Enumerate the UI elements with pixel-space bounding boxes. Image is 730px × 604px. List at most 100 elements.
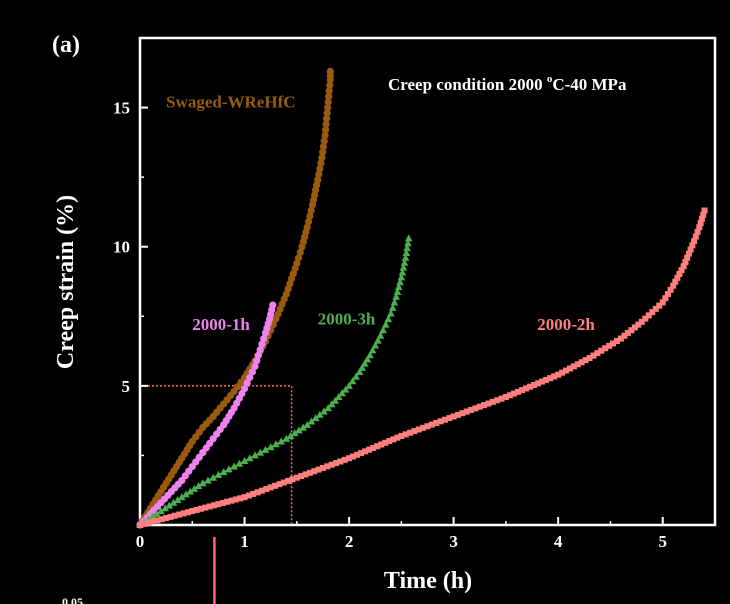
data-point [366, 351, 374, 359]
data-point [251, 451, 259, 459]
data-point [393, 287, 402, 295]
x-axis-title: Time (h) [384, 568, 472, 594]
data-point [315, 466, 322, 473]
data-point [574, 361, 581, 368]
data-point [263, 486, 270, 493]
data-point [214, 470, 223, 478]
data-point [324, 404, 332, 412]
data-point [459, 410, 466, 417]
data-point [209, 473, 217, 481]
data-point [506, 392, 513, 399]
data-point [245, 492, 252, 499]
data-point [324, 103, 332, 112]
data-point [190, 484, 199, 492]
data-point [390, 298, 399, 306]
annotation-2000-3h: 2000-3h [318, 310, 376, 329]
data-point [404, 239, 412, 247]
data-point [352, 372, 360, 380]
data-point [403, 244, 411, 252]
data-point [261, 445, 270, 453]
data-point [194, 482, 203, 490]
data-point [400, 258, 409, 266]
data-point [150, 518, 157, 525]
data-point [163, 515, 170, 522]
data-point [415, 426, 422, 433]
panel-label: (a) [52, 32, 80, 58]
x-tick-label: 1 [240, 532, 249, 551]
data-point [547, 375, 554, 382]
data-point [267, 484, 274, 491]
data-point [645, 312, 652, 319]
data-point [293, 474, 300, 481]
data-point [303, 223, 311, 231]
data-point [202, 504, 209, 511]
data-point [324, 98, 332, 106]
data-point [394, 434, 401, 441]
data-point [578, 359, 585, 366]
data-point [454, 411, 461, 418]
axis-ticks: 0 1 2 3 4 5 5 10 15 [113, 99, 667, 551]
data-point [621, 332, 628, 339]
data-point [363, 355, 372, 363]
data-point [306, 212, 314, 220]
data-point [468, 406, 475, 413]
data-point [543, 376, 550, 383]
data-point [635, 321, 642, 328]
data-point [362, 448, 369, 455]
data-point [152, 509, 161, 517]
data-point [324, 463, 331, 470]
data-point [407, 429, 414, 436]
data-point [354, 451, 361, 458]
data-point [333, 460, 340, 467]
data-point [498, 395, 505, 402]
data-point [145, 519, 152, 526]
data-point [358, 363, 366, 371]
data-point [502, 393, 509, 400]
data-point [256, 448, 265, 456]
data-point [299, 423, 307, 431]
data-point [535, 380, 542, 387]
data-point [402, 431, 409, 438]
data-point [570, 363, 577, 370]
data-point [204, 476, 212, 484]
data-point [235, 459, 244, 467]
data-point [171, 512, 178, 519]
x-tick-label: 0 [136, 532, 145, 551]
data-point [176, 511, 183, 518]
data-point [272, 482, 279, 489]
data-point [321, 131, 329, 139]
data-point [256, 346, 264, 354]
data-point [193, 506, 200, 513]
data-point [667, 286, 674, 293]
data-point [387, 309, 395, 317]
data-point [325, 92, 333, 101]
data-point [382, 439, 389, 446]
data-point [237, 495, 244, 502]
data-point [258, 487, 265, 494]
data-point [514, 388, 521, 395]
data-point [211, 502, 218, 509]
x-tick-label: 2 [345, 532, 354, 551]
data-point [251, 362, 259, 370]
data-point [624, 329, 631, 336]
cut-off-text: 0.05 [62, 595, 83, 604]
chart-title-prefix: Creep condition 2000 [388, 75, 547, 94]
data-point [396, 278, 404, 286]
data-point [559, 369, 566, 376]
data-point [296, 248, 304, 256]
data-point [374, 336, 382, 344]
data-point [224, 498, 231, 505]
data-point [295, 426, 303, 434]
data-point [698, 215, 705, 222]
data-point [674, 274, 681, 281]
data-point [656, 302, 663, 309]
data-point [518, 387, 525, 394]
data-point [394, 283, 403, 291]
x-tick-label: 5 [658, 532, 667, 551]
data-point [298, 473, 305, 480]
data-point [613, 337, 620, 344]
data-point [325, 87, 333, 95]
data-point [594, 350, 601, 357]
data-point [692, 233, 699, 240]
